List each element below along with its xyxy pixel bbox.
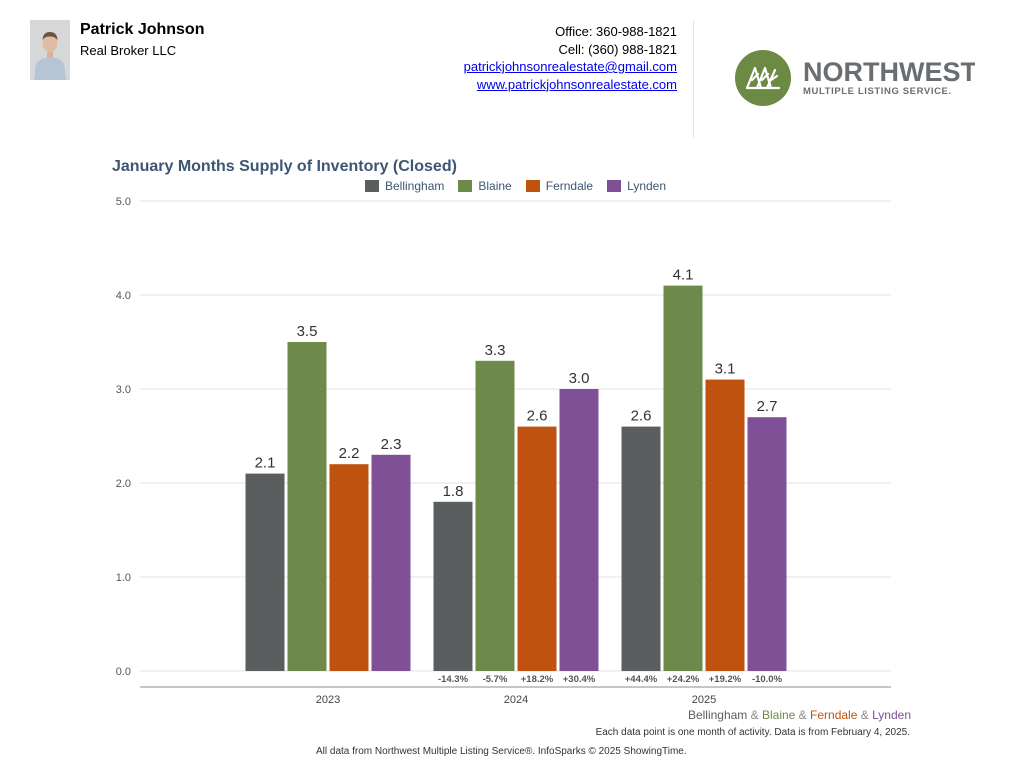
office-phone: Office: 360-988-1821	[555, 24, 677, 39]
change-label: +24.2%	[667, 674, 700, 685]
bar[interactable]	[475, 360, 515, 671]
y-tick-label: 1.0	[116, 572, 131, 584]
legend-label-blaine: Blaine	[478, 179, 512, 193]
agent-portrait-image	[30, 20, 70, 80]
data-label: 2.7	[757, 398, 778, 415]
data-label: 3.1	[715, 361, 736, 378]
x-tick-label: 2024	[504, 694, 528, 706]
bar[interactable]	[329, 464, 369, 671]
cell-phone: Cell: (360) 988-1821	[558, 41, 677, 57]
bar[interactable]	[433, 501, 473, 671]
x-tick-label: 2025	[692, 694, 716, 706]
chart-title: January Months Supply of Inventory (Clos…	[112, 158, 457, 175]
legend-item-bellingham[interactable]: Bellingham	[365, 179, 444, 193]
x-tick-label: 2023	[316, 694, 340, 706]
caption-part: &	[857, 708, 873, 722]
legend-item-lynden[interactable]: Lynden	[607, 179, 666, 193]
legend-swatch-lynden	[607, 180, 622, 192]
logo-trees-icon	[745, 66, 781, 90]
data-label: 3.5	[297, 323, 318, 340]
data-label: 2.2	[339, 445, 360, 462]
header-divider	[693, 20, 694, 138]
legend-label-ferndale: Ferndale	[545, 179, 594, 193]
change-label: -5.7%	[483, 674, 508, 685]
bar[interactable]	[747, 417, 787, 671]
y-tick-label: 0.0	[116, 666, 131, 678]
caption-part: Ferndale	[810, 708, 858, 722]
change-label: +30.4%	[563, 674, 596, 685]
bar[interactable]	[663, 285, 703, 671]
change-label: +44.4%	[625, 674, 658, 685]
chart-legend: Bellingham Blaine Ferndale Lynden	[365, 179, 666, 193]
legend-label-lynden: Lynden	[627, 179, 667, 193]
data-label: 2.6	[631, 408, 652, 425]
bar[interactable]	[245, 473, 285, 671]
legend-swatch-bellingham	[365, 180, 379, 192]
email-link[interactable]: patrickjohnsonrealestate@gmail.com	[463, 59, 677, 74]
caption-part: &	[795, 708, 811, 722]
bar[interactable]	[621, 426, 661, 671]
logo-line1: NORTHWEST	[803, 57, 975, 87]
website-link[interactable]: www.patrickjohnsonrealestate.com	[476, 76, 677, 92]
bar[interactable]	[287, 342, 327, 671]
data-label: 2.6	[527, 408, 548, 425]
legend-item-ferndale[interactable]: Ferndale	[525, 179, 594, 193]
activity-note: Each data point is one month of activity…	[595, 727, 910, 738]
data-label: 3.3	[485, 342, 506, 359]
caption-part: &	[747, 708, 762, 722]
caption-part: Lynden	[872, 708, 911, 722]
change-label: +18.2%	[521, 674, 554, 685]
change-label: -14.3%	[438, 674, 469, 685]
y-tick-label: 2.0	[116, 478, 131, 490]
y-tick-label: 3.0	[116, 384, 131, 396]
source-note: All data from Northwest Multiple Listing…	[316, 746, 687, 757]
legend-item-blaine[interactable]: Blaine	[458, 179, 512, 193]
bar[interactable]	[517, 426, 557, 671]
data-label: 3.0	[569, 370, 590, 387]
bar[interactable]	[371, 454, 411, 671]
agent-photo	[30, 20, 70, 80]
logo-line2: MULTIPLE LISTING SERVICE.	[803, 86, 952, 97]
legend-label-bellingham: Bellingham	[385, 179, 445, 193]
data-label: 2.3	[381, 436, 402, 453]
caption-part: Blaine	[761, 708, 796, 722]
legend-swatch-blaine	[458, 180, 473, 192]
change-label: -10.0%	[752, 674, 783, 685]
data-label: 4.1	[673, 267, 694, 284]
nwmls-logo: NORTHWEST MULTIPLE LISTING SERVICE.	[735, 50, 975, 106]
y-tick-label: 5.0	[116, 196, 131, 208]
bar[interactable]	[559, 389, 599, 671]
contact-block: Office: 360-988-1821 Cell: (360) 988-182…	[464, 23, 677, 93]
series-caption: Bellingham & Blaine & Ferndale & Lynden	[688, 708, 911, 722]
data-label: 2.1	[255, 455, 276, 472]
legend-swatch-ferndale	[525, 180, 540, 192]
data-label: 1.8	[443, 483, 464, 500]
agent-name: Patrick Johnson	[80, 21, 205, 38]
bar[interactable]	[705, 379, 745, 671]
y-tick-label: 4.0	[116, 290, 131, 302]
change-label: +19.2%	[709, 674, 742, 685]
caption-part: Bellingham	[687, 708, 748, 722]
agent-company: Real Broker LLC	[80, 43, 177, 58]
